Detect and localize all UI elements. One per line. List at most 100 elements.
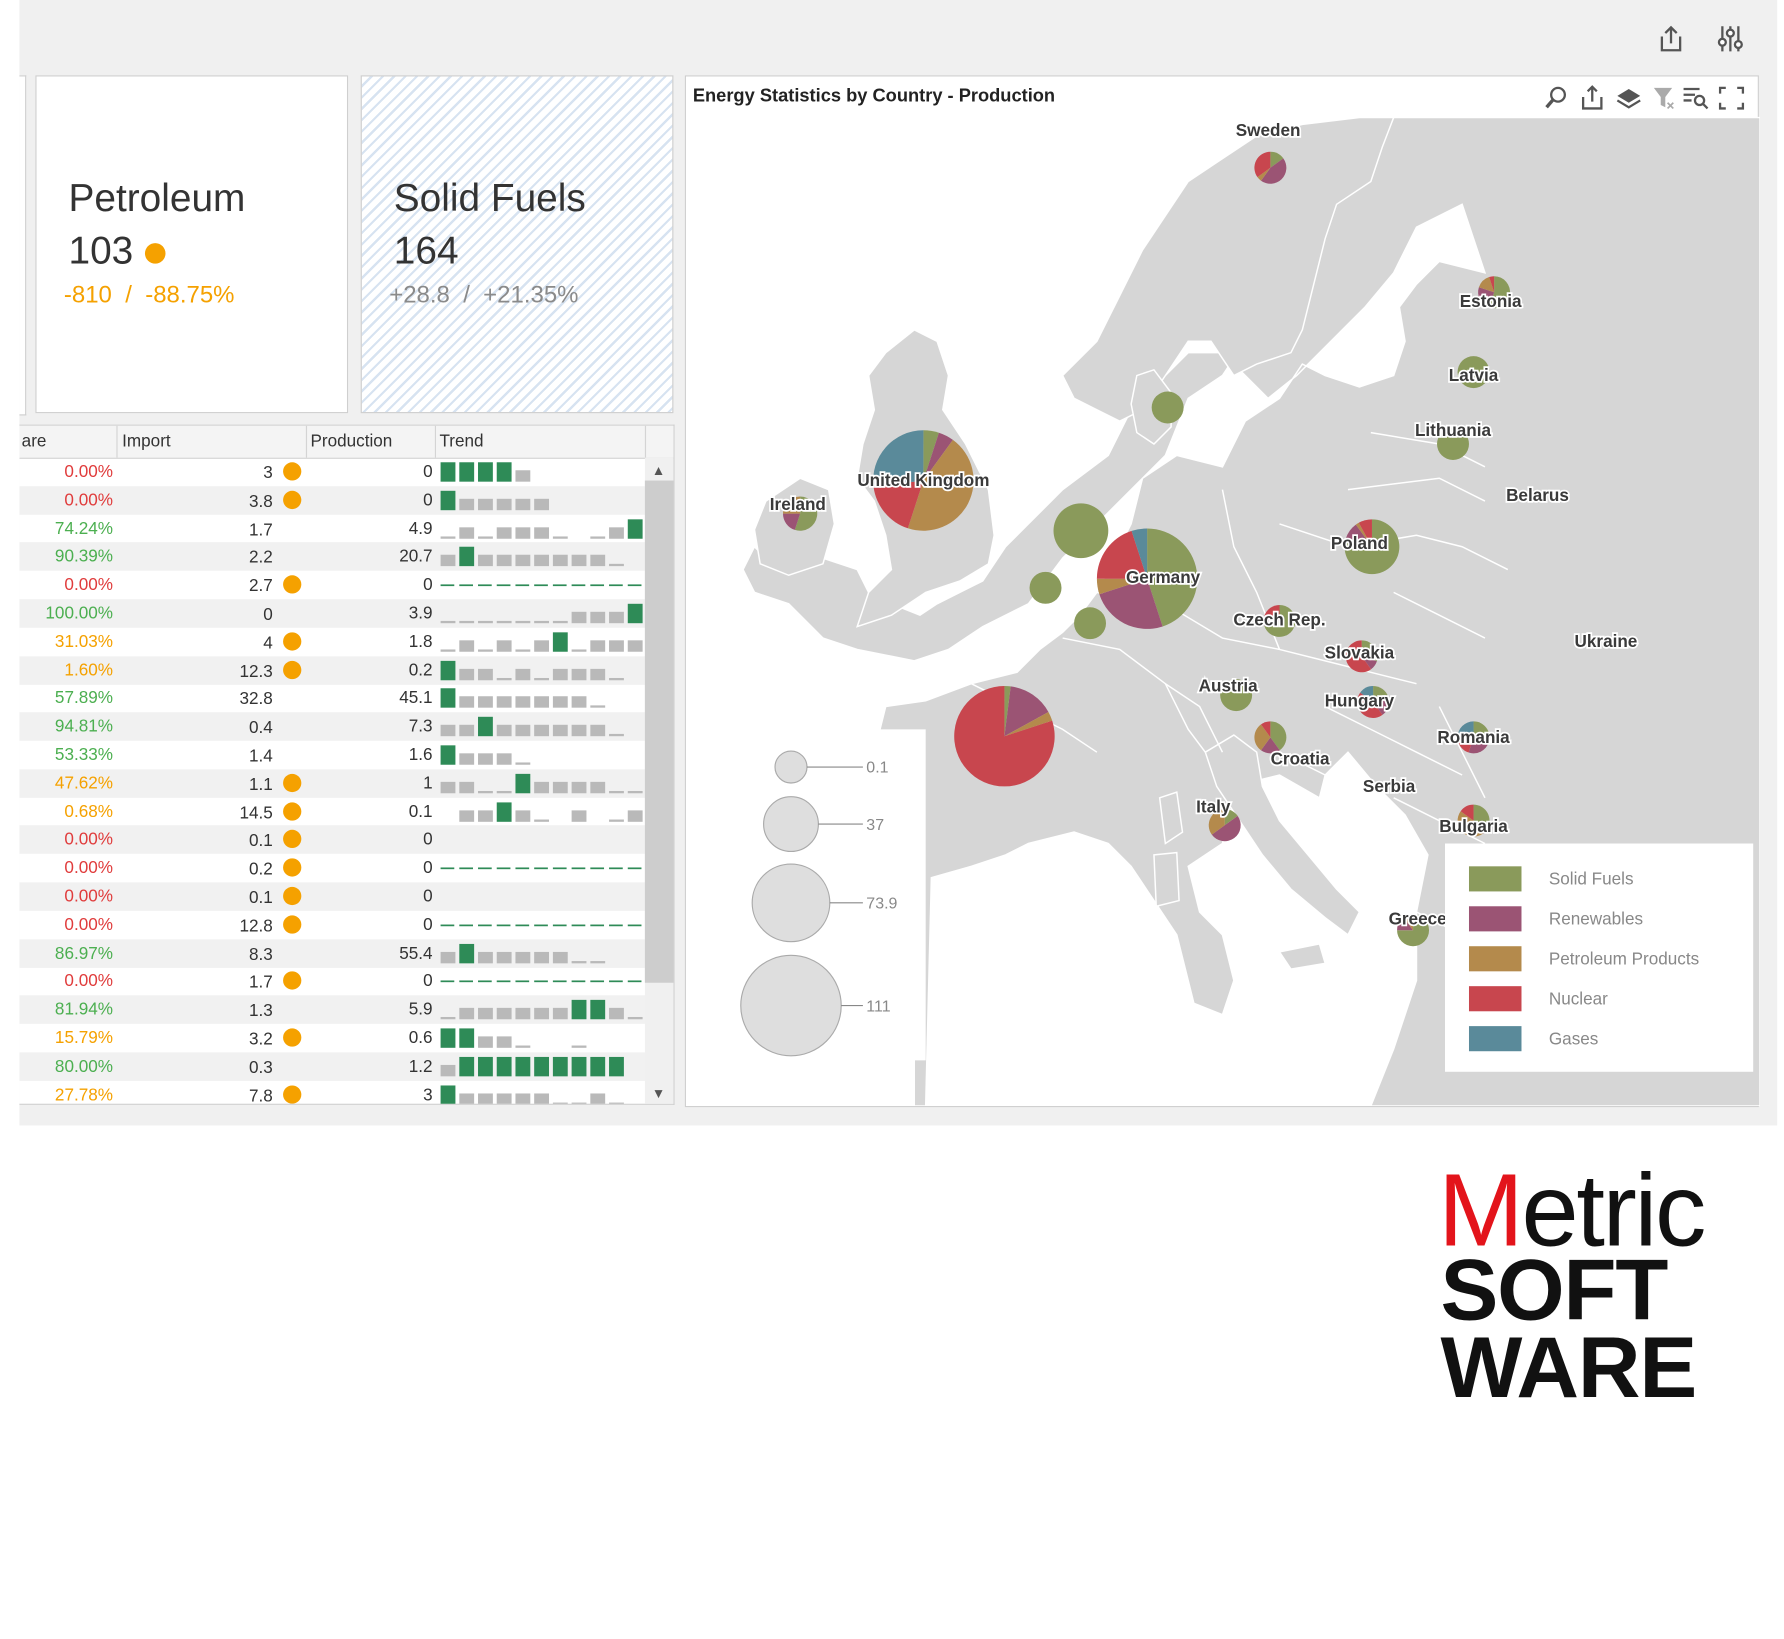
pie-slice	[1355, 522, 1372, 547]
parameters-icon[interactable]	[1714, 23, 1746, 55]
table-row[interactable]: 27.78% 7.8 3	[19, 1080, 647, 1104]
country-pie[interactable]	[1208, 809, 1241, 842]
table-row[interactable]: 86.97% 8.3 55.4	[19, 938, 648, 968]
table-row[interactable]: 74.24% 1.7 4.9	[19, 514, 648, 543]
legend-label[interactable]: Solid Fuels	[1549, 870, 1634, 889]
trend-bar	[552, 620, 568, 624]
country-pie[interactable]	[873, 430, 974, 531]
pie-slice	[1473, 820, 1489, 834]
col-import[interactable]: Import	[122, 431, 171, 451]
table-row[interactable]: 31.03% 4 1.8	[19, 628, 647, 657]
share-cell: 100.00%	[45, 603, 113, 624]
table-row[interactable]: 0.00% 3.8 0	[19, 486, 648, 515]
col-trend[interactable]: Trend	[439, 431, 484, 451]
country-pie[interactable]	[1457, 721, 1490, 754]
country-pie[interactable]	[1457, 804, 1490, 837]
export-icon[interactable]	[1655, 23, 1687, 55]
table-row[interactable]: 100.00% 0 3.9	[19, 599, 648, 628]
pie-slice	[1457, 721, 1474, 738]
table-row[interactable]: 0.00% 0.1 0	[19, 882, 648, 911]
fullscreen-icon[interactable]	[1718, 86, 1745, 110]
trend-bar	[496, 640, 512, 652]
export-icon[interactable]	[1581, 85, 1603, 110]
legend-label[interactable]: Gases	[1549, 1029, 1598, 1048]
trend-bar	[478, 1092, 493, 1104]
layers-icon[interactable]	[1616, 89, 1641, 109]
col-production[interactable]: Production	[310, 431, 393, 451]
scroll-down-icon[interactable]: ▼	[651, 1085, 666, 1102]
trend-bar	[478, 668, 493, 680]
country-pie[interactable]	[1151, 391, 1184, 424]
grid-scrollbar[interactable]: ▲ ▼	[644, 457, 674, 1104]
share-cell: 1.60%	[64, 660, 113, 680]
trend-bar	[496, 620, 512, 624]
filter-list-icon[interactable]	[1683, 87, 1709, 110]
trend-bar	[515, 1045, 531, 1048]
trend-bar	[515, 498, 531, 510]
col-share[interactable]: are	[21, 431, 47, 451]
share-cell: 57.89%	[54, 688, 113, 709]
production-cell: 0	[423, 575, 433, 595]
table-row[interactable]: 15.79% 3.2 0.6	[19, 1024, 647, 1053]
table-row[interactable]: 0.68% 14.5 0.1	[19, 797, 647, 826]
scroll-thumb[interactable]	[644, 480, 674, 983]
legend-label[interactable]: Renewables	[1549, 910, 1643, 929]
country-pie[interactable]	[1457, 356, 1490, 389]
table-row[interactable]: 1.60% 12.3 0.2	[19, 655, 648, 685]
table-row[interactable]: 53.33% 1.4 1.6	[19, 741, 647, 770]
country-pie[interactable]	[1053, 503, 1109, 559]
trend-bar	[496, 951, 512, 963]
table-row[interactable]: 94.81% 0.4 7.3	[19, 712, 648, 741]
country-pie[interactable]	[1029, 571, 1062, 604]
trend-bar	[440, 649, 456, 652]
pie-slice	[1357, 692, 1383, 718]
country-pie[interactable]	[1397, 914, 1430, 947]
table-row[interactable]: 0.00% 0.1 0	[19, 825, 648, 855]
table-row[interactable]: 57.89% 32.8 45.1	[19, 684, 647, 713]
grid-header: are Import Production Trend	[19, 425, 674, 459]
trend-bar	[496, 725, 512, 737]
table-row[interactable]: 0.00% 1.7 0	[19, 967, 647, 996]
country-pie[interactable]	[1345, 640, 1378, 673]
country-label: Ireland	[770, 495, 826, 514]
table-row[interactable]: 47.62% 1.1 1	[19, 769, 648, 798]
country-pie[interactable]	[954, 685, 1055, 787]
table-row[interactable]: 80.00% 0.3 1.2	[19, 1052, 648, 1081]
country-pie[interactable]	[1344, 519, 1400, 575]
country-pie[interactable]	[1074, 607, 1107, 640]
legend-label[interactable]: Petroleum Products	[1549, 949, 1699, 968]
country-pie[interactable]	[1437, 428, 1469, 460]
legend-label[interactable]: Nuclear	[1549, 989, 1608, 1008]
table-row[interactable]: 90.39% 2.2 20.7	[19, 542, 648, 572]
trend-bar	[440, 725, 456, 737]
table-row[interactable]: 0.00% 2.7 0	[19, 571, 647, 600]
country-pie[interactable]	[1220, 679, 1253, 712]
table-row[interactable]: 0.00% 0.2 0	[19, 854, 647, 883]
country-pie[interactable]	[1254, 151, 1287, 184]
trend-sparkline	[440, 632, 643, 652]
import-cell: 2.7	[248, 576, 273, 597]
card-petroleum[interactable]: Petroleum 103 -810 / -88.75%	[35, 75, 349, 414]
europe-map[interactable]: Sweden Estonia Latvia Lithuania Belarus Irela…	[686, 113, 1761, 1107]
card-solid-fuels[interactable]: Solid Fuels 164 +28.8 / +21.35%	[360, 75, 674, 414]
trend-sparkline	[440, 584, 642, 587]
country-pie[interactable]	[1254, 721, 1287, 754]
trend-bar	[590, 705, 606, 709]
pie-slice	[1270, 721, 1287, 751]
zoom-icon[interactable]	[1545, 86, 1567, 109]
scroll-up-icon[interactable]: ▲	[651, 462, 666, 479]
table-row[interactable]: 81.94% 1.3 5.9	[19, 995, 648, 1025]
country-pie[interactable]	[1263, 604, 1296, 637]
table-row[interactable]: 0.00% 12.8 0	[19, 911, 647, 940]
clear-filter-icon[interactable]	[1653, 87, 1674, 110]
country-pie[interactable]	[1096, 528, 1198, 629]
size-legend-label: 37	[866, 817, 884, 834]
country-pie[interactable]	[783, 496, 818, 531]
country-pie[interactable]	[1478, 276, 1511, 309]
trend-baseline	[459, 924, 473, 927]
table-row[interactable]: 0.00% 3 0	[19, 458, 647, 487]
country-pie[interactable]	[1357, 685, 1390, 718]
share-cell: 15.79%	[54, 1028, 113, 1048]
trend-bar	[496, 1092, 512, 1104]
trend-baseline	[609, 867, 623, 870]
